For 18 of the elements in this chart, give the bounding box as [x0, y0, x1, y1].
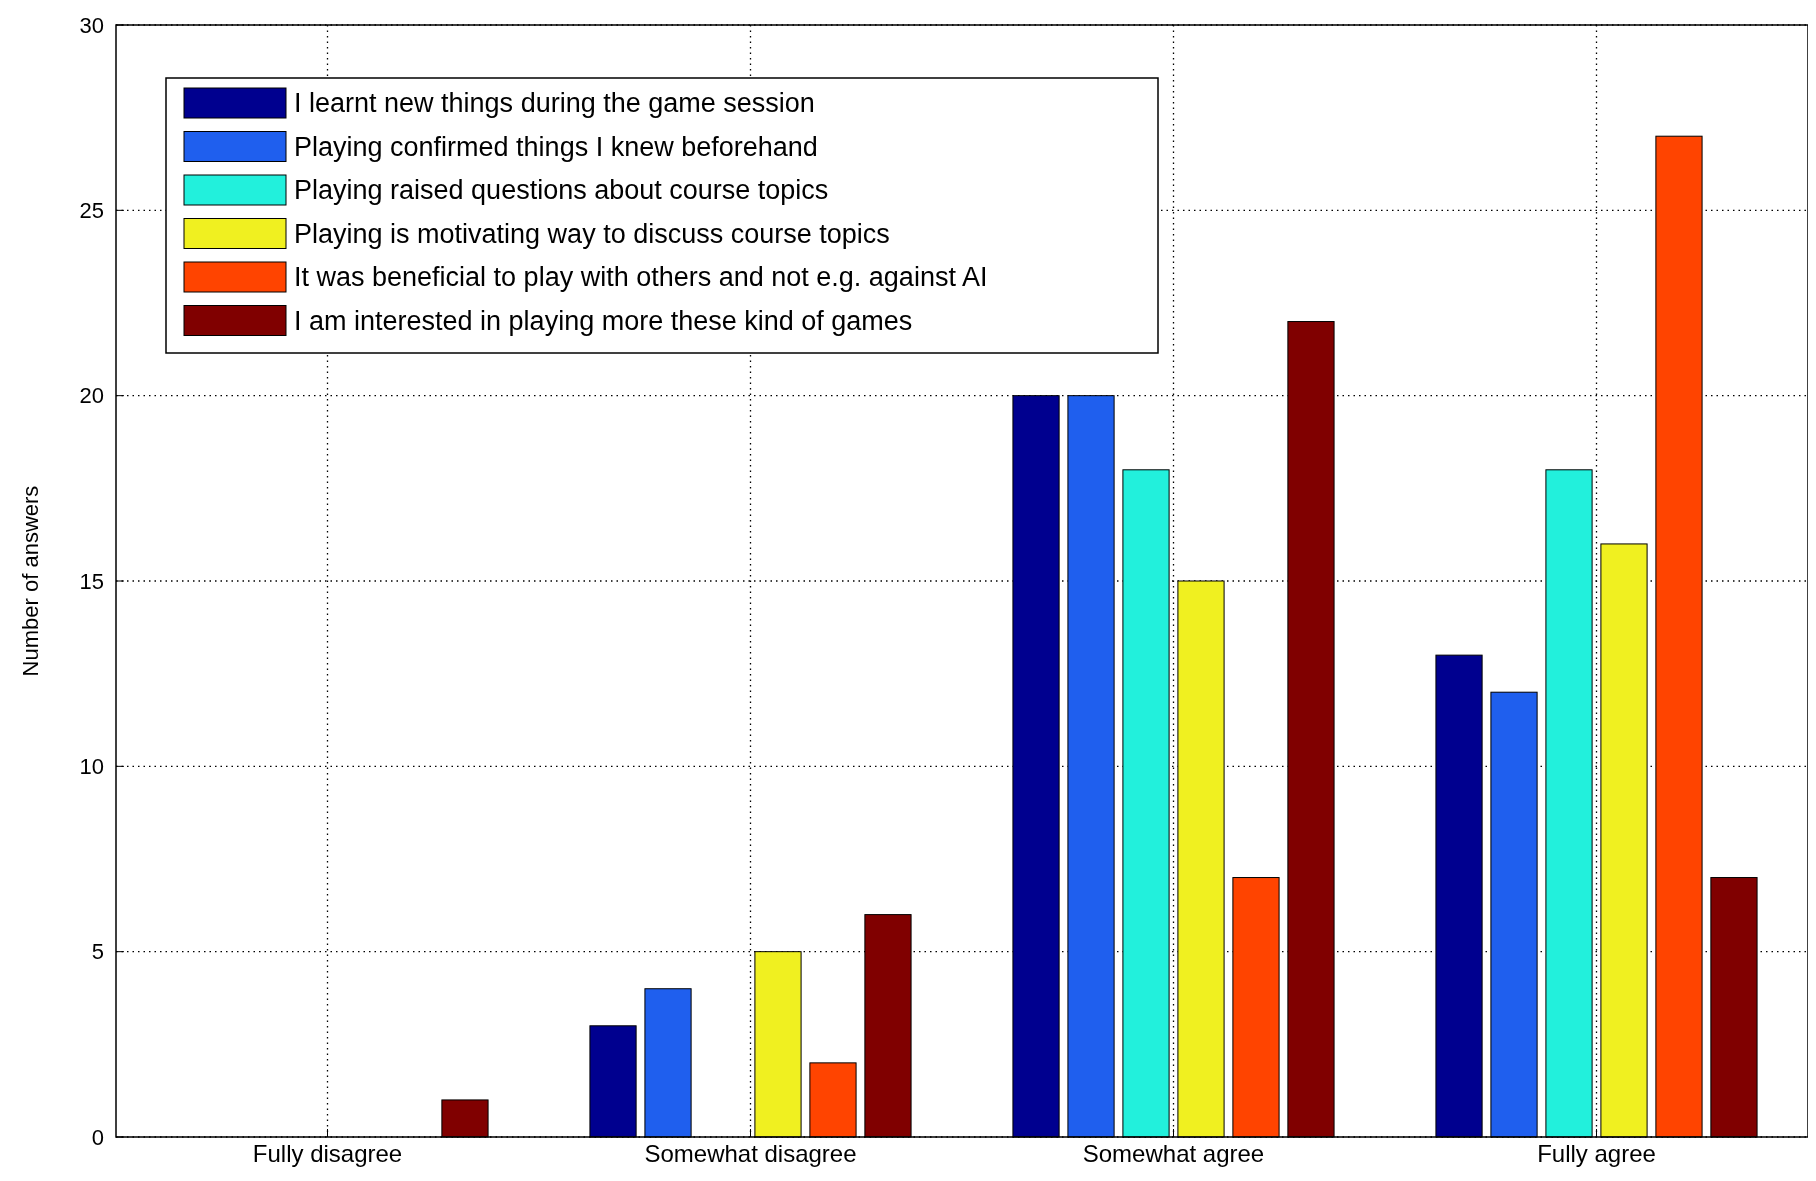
x-tick-label: Fully disagree [252, 1140, 403, 1167]
y-tick-label: 0 [91, 1124, 104, 1150]
legend-label: Playing is motivating way to discuss course topics [294, 218, 890, 249]
legend-label: Playing confirmed things I knew beforehand [294, 131, 818, 162]
y-tick-label: 5 [91, 939, 104, 965]
y-tick-label: 25 [79, 198, 104, 224]
y-tick-label: 20 [79, 383, 104, 409]
x-tick-label: Somewhat disagree [644, 1140, 857, 1167]
y-axis-title: Number of answers [18, 485, 43, 677]
y-tick-label: 30 [79, 12, 104, 38]
y-tick-label: 10 [79, 754, 104, 780]
x-tick-label: Fully agree [1537, 1140, 1656, 1167]
legend-label: I learnt new things during the game session [294, 88, 815, 119]
y-tick-label: 15 [79, 568, 104, 594]
legend-label: I am interested in playing more these kind of games [294, 305, 913, 336]
legend-label: It was beneficial to play with others and not e.g. against AI [294, 262, 988, 293]
x-tick-label: Somewhat agree [1082, 1140, 1265, 1167]
legend-label: Playing raised questions about course topics [294, 175, 829, 206]
